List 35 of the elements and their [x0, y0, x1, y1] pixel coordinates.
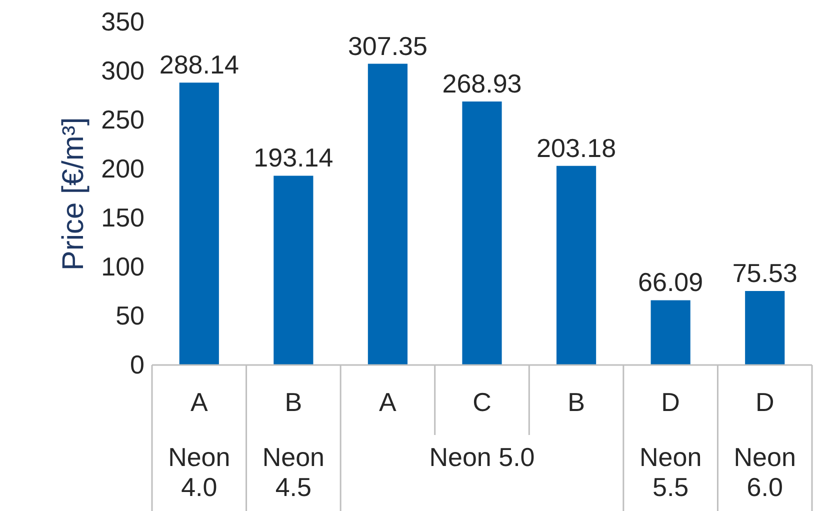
x-tick-label: A [190, 387, 208, 417]
data-label: 307.35 [348, 30, 428, 61]
x-tick-label: C [472, 387, 492, 417]
text: Neon 5.5 [639, 442, 702, 502]
y-tick-label: 300 [101, 56, 144, 86]
y-tick-label: 350 [101, 6, 144, 36]
y-tick-label: 150 [101, 202, 144, 232]
bar [745, 290, 785, 365]
data-label: 66.09 [638, 267, 704, 298]
x-tick-label: D [661, 387, 680, 417]
y-axis-title: Price [€/m³] [57, 117, 90, 271]
text: Neon 4.5 [262, 442, 325, 502]
x-tick-label: B [568, 387, 585, 417]
bar [274, 176, 314, 365]
x-tick-label: A [379, 387, 398, 417]
data-label: 203.18 [536, 132, 616, 163]
x-tick-label: D [755, 387, 774, 417]
y-tick-label: 250 [101, 104, 144, 134]
bar [462, 101, 502, 365]
y-tick-label: 50 [116, 300, 144, 330]
text: Neon 5.0 [429, 442, 535, 472]
y-tick-label: 200 [101, 154, 144, 184]
bar [368, 64, 408, 365]
data-label: 268.93 [442, 68, 522, 98]
y-tick-label: 0 [130, 350, 144, 380]
bar [179, 82, 219, 365]
data-label: 193.14 [254, 142, 334, 173]
data-label: 288.14 [159, 50, 239, 80]
y-tick-label: 100 [101, 252, 144, 282]
bar [650, 300, 690, 365]
text: Neon 4.0 [168, 442, 230, 502]
data-label: 75.53 [732, 258, 798, 288]
x-tick-label: B [284, 387, 302, 417]
text: Neon 6.0 [734, 442, 796, 502]
bar [556, 166, 596, 365]
